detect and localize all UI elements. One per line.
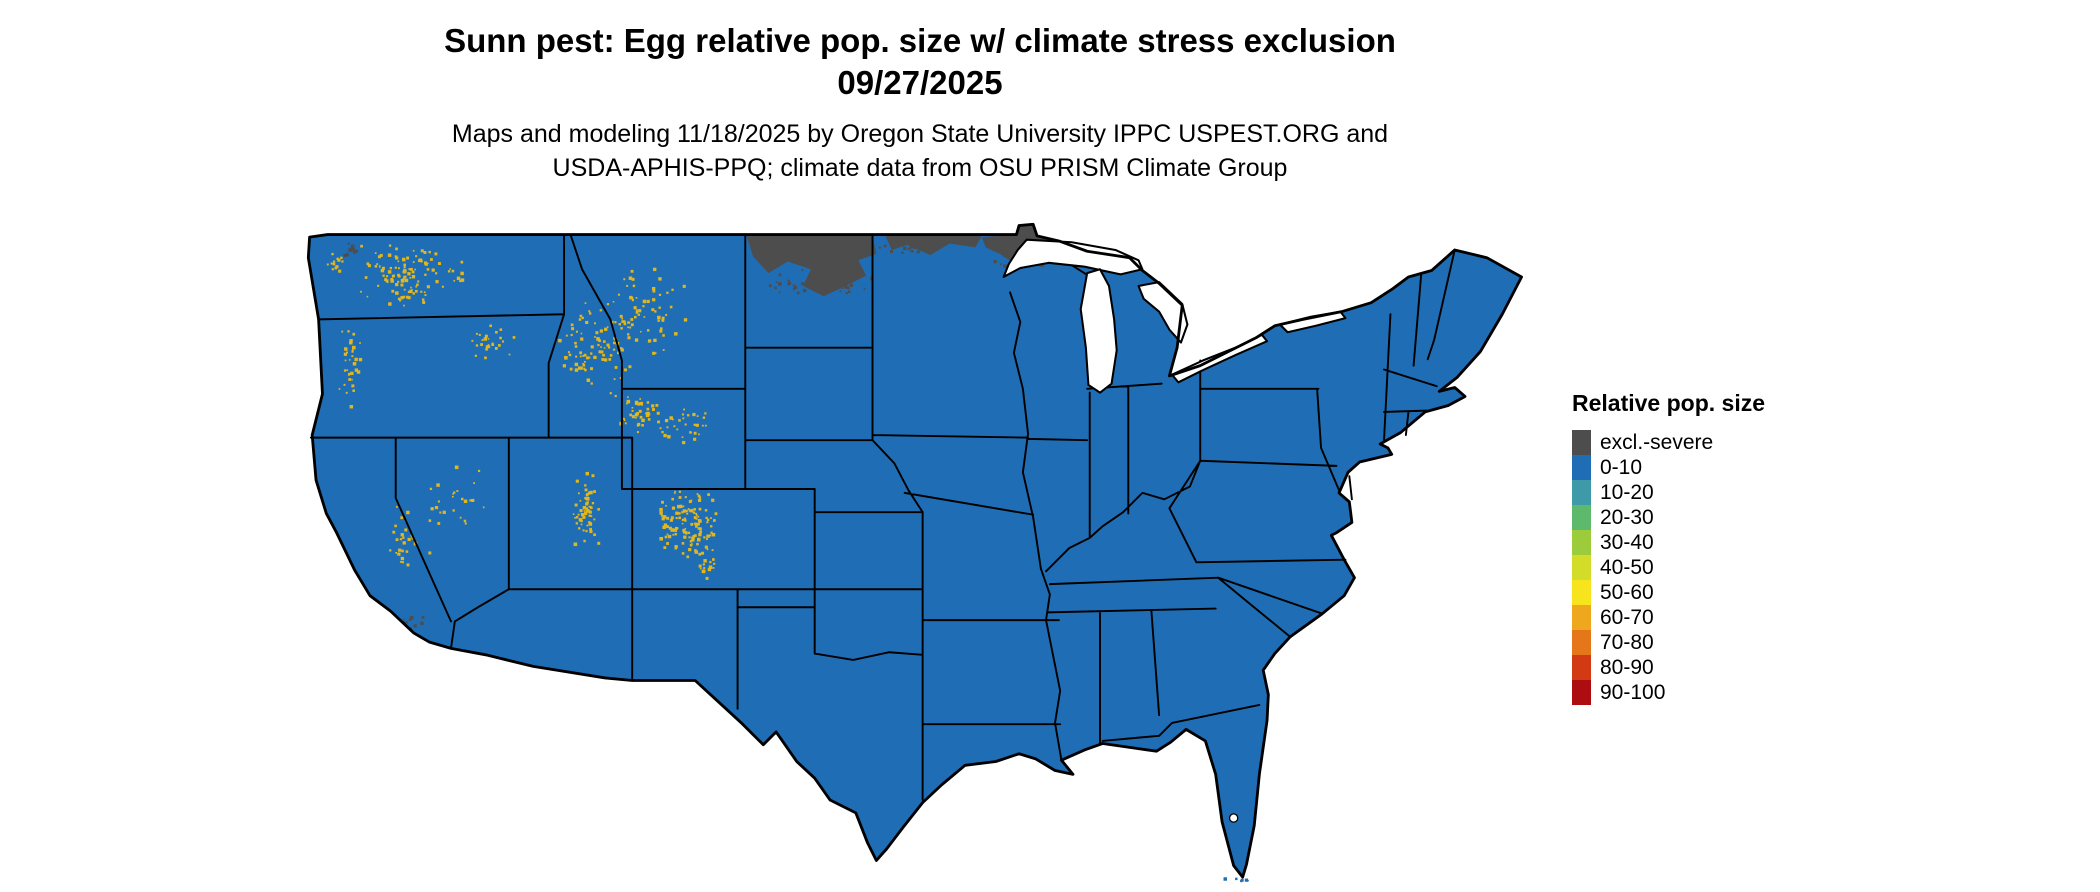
- map-container: [300, 196, 1535, 890]
- legend-swatch: [1572, 605, 1591, 630]
- legend-row: 40-50: [1572, 555, 1765, 580]
- us-map: [306, 222, 1523, 883]
- legend-row: 60-70: [1572, 605, 1765, 630]
- high-value-speckles-layer: [326, 244, 718, 580]
- legend-swatch: [1572, 655, 1591, 680]
- legend-row: excl.-severe: [1572, 430, 1765, 455]
- lake-superior: [1002, 238, 1144, 278]
- legend-label: 70-80: [1600, 630, 1654, 654]
- excl-severe-region-west-minnesota: [885, 235, 982, 256]
- great-lakes: [1002, 238, 1347, 394]
- state-borders: [309, 233, 1456, 802]
- legend-label: 90-100: [1600, 680, 1666, 704]
- legend-row: 10-20: [1572, 480, 1765, 505]
- legend: Relative pop. size excl.-severe 0-10 10-20…: [1572, 390, 1765, 705]
- legend-row: 50-60: [1572, 580, 1765, 605]
- legend-row: 20-30: [1572, 505, 1765, 530]
- legend-swatch: [1572, 630, 1591, 655]
- legend-rows: excl.-severe 0-10 10-20 20-30 30-40 40-50 50-6…: [1572, 430, 1765, 705]
- legend-swatch: [1572, 530, 1591, 555]
- florida-keys-pixels: [1223, 877, 1249, 883]
- figure-title: Sunn pest: Egg relative pop. size w/ cli…: [0, 20, 1840, 104]
- figure-header: Sunn pest: Egg relative pop. size w/ cli…: [0, 20, 1840, 186]
- legend-row: 70-80: [1572, 630, 1765, 655]
- legend-row: 80-90: [1572, 655, 1765, 680]
- legend-row: 0-10: [1572, 455, 1765, 480]
- legend-swatch: [1572, 580, 1591, 605]
- title-line-1: Sunn pest: Egg relative pop. size w/ cli…: [444, 22, 1396, 59]
- title-line-2: 09/27/2025: [837, 64, 1003, 102]
- legend-label: 50-60: [1600, 580, 1654, 604]
- lake-okeechobee: [1228, 813, 1239, 823]
- legend-label: 10-20: [1600, 480, 1654, 504]
- legend-label: 80-90: [1600, 655, 1654, 679]
- legend-label: 40-50: [1600, 555, 1654, 579]
- legend-swatch: [1572, 430, 1591, 455]
- legend-label: excl.-severe: [1600, 430, 1714, 454]
- legend-swatch: [1572, 480, 1591, 505]
- subtitle-line-2: USDA-APHIS-PPQ; climate data from OSU PR…: [552, 154, 1288, 183]
- legend-row: 90-100: [1572, 680, 1765, 705]
- legend-label: 60-70: [1600, 605, 1654, 629]
- lake-erie: [1170, 333, 1269, 384]
- legend-swatch: [1572, 505, 1591, 530]
- legend-swatch: [1572, 555, 1591, 580]
- figure-subtitle: Maps and modeling 11/18/2025 by Oregon S…: [0, 118, 1840, 186]
- legend-row: 30-40: [1572, 530, 1765, 555]
- lake-michigan: [1079, 268, 1118, 394]
- legend-label: 20-30: [1600, 505, 1654, 529]
- legend-label: 0-10: [1600, 455, 1643, 479]
- legend-swatch: [1572, 680, 1591, 705]
- subtitle-line-1: Maps and modeling 11/18/2025 by Oregon S…: [451, 120, 1389, 149]
- legend-title: Relative pop. size: [1572, 390, 1766, 416]
- legend-label: 30-40: [1600, 530, 1654, 554]
- excl-severe-region-north-dakota: [746, 235, 877, 297]
- excl-severe-speckles: [343, 240, 1045, 630]
- legend-swatch: [1572, 455, 1591, 480]
